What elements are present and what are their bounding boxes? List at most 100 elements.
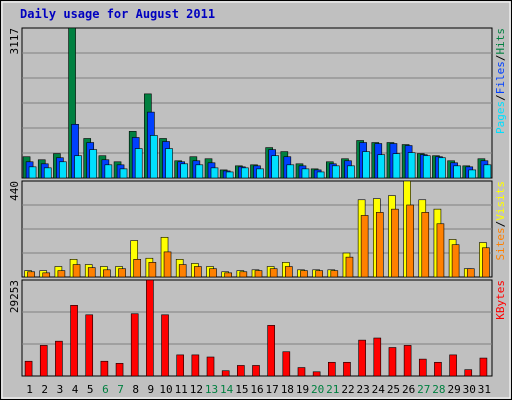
bar <box>468 169 477 179</box>
bar <box>221 370 230 377</box>
x-tick-label: 17 <box>266 383 279 396</box>
legend-entry: Pages <box>494 101 507 134</box>
bar <box>407 152 416 179</box>
bar <box>300 270 308 278</box>
bar <box>237 365 245 377</box>
bar <box>224 272 232 278</box>
x-tick-label: 9 <box>148 383 155 396</box>
x-tick-label: 14 <box>220 383 234 396</box>
legend-separator: / <box>494 94 507 101</box>
bar <box>483 164 492 179</box>
bar <box>165 148 173 179</box>
bar <box>252 365 260 377</box>
bar <box>210 167 219 179</box>
bar <box>358 339 366 377</box>
bar <box>301 168 310 179</box>
bar <box>345 256 354 278</box>
bar <box>269 268 278 278</box>
bar <box>43 167 52 179</box>
bar <box>434 361 442 377</box>
x-tick-label: 1 <box>26 383 33 396</box>
x-tick-label: 5 <box>87 383 94 396</box>
legend-entry: Files <box>494 61 507 94</box>
bar <box>449 354 457 377</box>
bar <box>436 223 445 278</box>
x-tick-label: 11 <box>175 383 188 396</box>
bar <box>57 270 66 278</box>
x-tick-label: 23 <box>357 383 370 396</box>
bar <box>24 360 33 377</box>
bar <box>42 272 51 278</box>
bar <box>373 337 382 377</box>
bar <box>464 369 473 377</box>
bar <box>312 371 321 377</box>
bar <box>267 325 275 377</box>
bar <box>118 268 126 278</box>
bar <box>406 204 414 278</box>
bar <box>206 356 215 377</box>
bar <box>362 151 370 179</box>
y-tick-label: 29253 <box>8 280 21 313</box>
bar <box>225 171 234 179</box>
x-tick-label: 13 <box>205 383 218 396</box>
legend: KBytes <box>494 280 507 320</box>
bar <box>55 340 63 377</box>
x-tick-label: 21 <box>326 383 339 396</box>
bar <box>176 354 184 377</box>
x-tick-label: 20 <box>311 383 324 396</box>
bar <box>343 361 351 377</box>
bar <box>297 367 306 377</box>
bar <box>466 268 475 278</box>
chart-title: Daily usage for August 2011 <box>20 7 215 21</box>
bar <box>103 269 111 278</box>
legend: Pages/Files/Hits <box>494 28 507 134</box>
bar <box>28 166 37 179</box>
bar <box>146 279 154 377</box>
bar <box>479 357 488 377</box>
bar <box>72 264 81 278</box>
bar <box>347 165 355 179</box>
bar <box>150 135 158 179</box>
bar <box>421 212 430 278</box>
bar <box>360 215 369 278</box>
bar <box>209 268 217 278</box>
bar <box>328 361 336 377</box>
x-tick-label: 31 <box>478 383 491 396</box>
bar <box>438 157 446 179</box>
bar <box>453 165 461 179</box>
bar <box>119 168 128 179</box>
x-tick-label: 16 <box>250 383 263 396</box>
bar <box>482 247 490 278</box>
bar <box>271 155 279 179</box>
bar <box>191 354 200 377</box>
bar <box>391 208 399 278</box>
bar <box>85 314 94 377</box>
bar <box>332 165 340 179</box>
legend: Sites/Visits <box>494 181 507 261</box>
bar <box>375 212 384 278</box>
bar <box>285 266 293 278</box>
x-tick-label: 18 <box>281 383 294 396</box>
bar <box>59 161 67 179</box>
bar <box>418 358 427 377</box>
bar <box>256 168 264 179</box>
x-tick-label: 3 <box>57 383 64 396</box>
x-tick-label: 6 <box>102 383 109 396</box>
bar <box>39 345 48 377</box>
bar <box>315 270 323 278</box>
legend-separator: / <box>494 55 507 62</box>
bar <box>134 148 143 179</box>
bar <box>178 264 187 278</box>
bar <box>239 271 248 278</box>
bar <box>100 360 109 377</box>
legend-entry: Visits <box>494 181 507 221</box>
bar <box>115 363 124 377</box>
x-tick-label: 8 <box>132 383 139 396</box>
legend-entry: Sites <box>494 227 507 260</box>
bar <box>286 164 295 179</box>
bar <box>87 267 96 278</box>
x-tick-label: 4 <box>72 383 79 396</box>
bar <box>241 167 249 179</box>
bar <box>316 171 325 179</box>
